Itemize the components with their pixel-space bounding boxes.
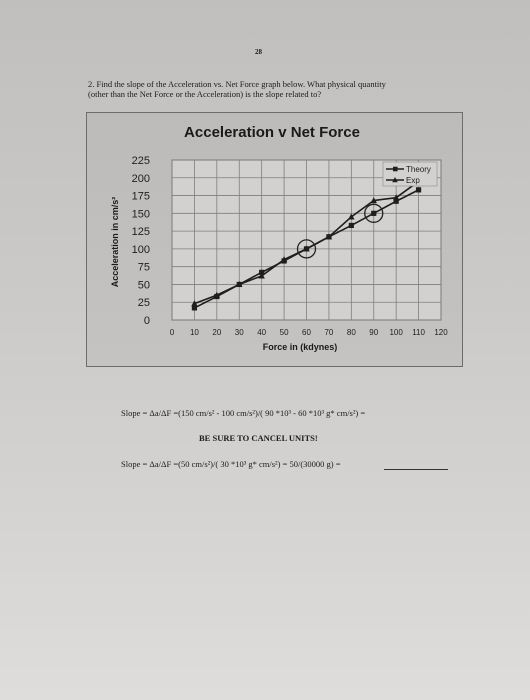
question-line-2: (other than the Net Force or the Acceler… [88,89,322,99]
slope-equation-2: Slope = Δa/ΔF =(50 cm/s²)/( 30 *10³ g* c… [121,459,341,469]
question-text: 2. Find the slope of the Acceleration vs… [88,79,448,99]
x-tick-label: 110 [412,328,425,337]
y-tick-label: 0 [144,315,150,327]
slope-equation-1: Slope = Δa/ΔF =(150 cm/s² - 100 cm/s²)/(… [121,408,366,418]
x-tick-label: 0 [170,328,175,337]
y-tick-label: 75 [138,262,150,274]
y-tick-label: 225 [132,155,150,167]
legend-label: Theory [406,165,431,174]
annotation-circle [364,203,384,223]
x-tick-label: 120 [434,328,448,337]
data-point-exp [280,256,288,263]
data-point-exp [325,233,333,240]
data-point-exp [392,194,400,201]
data-point-theory [259,269,265,275]
legend-box [382,161,438,187]
legend-label: Exp [406,176,420,185]
question-line-1: 2. Find the slope of the Acceleration vs… [88,79,386,89]
x-tick-label: 80 [347,328,356,337]
cancel-units-note: BE SURE TO CANCEL UNITS! [199,433,318,443]
x-tick-label: 40 [257,328,266,337]
data-point-theory [415,187,422,193]
x-tick-label: 100 [389,328,403,337]
chart-title: Acceleration v Net Force [184,124,360,141]
data-point-exp [213,291,221,298]
y-tick-label: 50 [138,279,150,291]
x-tick-label: 60 [302,328,311,337]
data-point-exp [348,213,355,220]
answer-blank[interactable] [384,469,448,470]
legend-marker-triangle [392,177,398,183]
data-point-exp [236,281,243,288]
y-tick-label: 175 [132,191,150,203]
x-tick-label: 30 [235,328,244,337]
y-tick-label: 200 [132,173,150,185]
x-tick-label: 90 [369,328,378,337]
acceleration-force-chart: Acceleration v Net Force Acceleration in… [110,124,448,352]
x-tick-label: 20 [212,328,221,337]
data-point-theory [371,210,377,216]
data-point-theory [191,305,198,311]
legend-marker-square [393,166,398,172]
data-point-exp [370,197,377,204]
data-point-theory [348,222,354,229]
x-tick-label: 10 [190,328,199,337]
data-point-theory [393,198,399,204]
x-tick-label: 70 [324,328,333,337]
data-point-exp [303,245,310,252]
x-axis-label: Force in (kdynes) [263,342,338,352]
y-axis-label: Acceleration in cm/s² [110,197,120,288]
y-tick-label: 125 [132,226,150,238]
page-number: 28 [255,48,262,56]
data-point-exp [258,272,265,279]
x-tick-label: 50 [280,328,289,337]
data-point-exp [191,300,198,307]
annotation-circle [296,239,317,259]
y-tick-label: 25 [138,297,150,309]
y-tick-label: 150 [132,208,150,220]
y-tick-label: 100 [132,244,150,256]
